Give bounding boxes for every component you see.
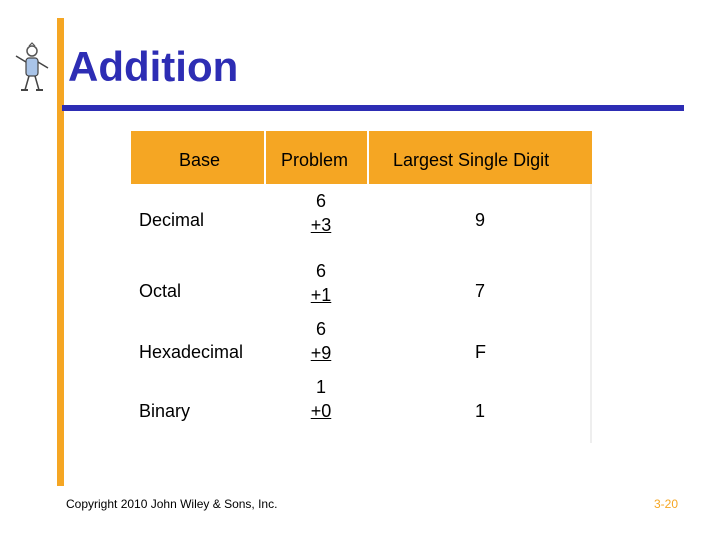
row-problem: 6 +9 [281,317,361,365]
addend-bottom: +0 [310,401,332,421]
addend-bottom: +9 [310,343,332,363]
header-base: Base [179,150,221,170]
column-divider [264,131,266,443]
addend-bottom: +1 [310,285,332,305]
row-largest-digit: F [475,342,486,362]
row-base: Octal [139,281,182,301]
row-base: Decimal [139,210,205,230]
column-divider [367,131,369,443]
cartoon-figure-logo [15,42,49,91]
addend-top: 6 [315,319,326,339]
accent-vertical-bar [57,18,64,486]
row-largest-digit: 7 [475,281,486,301]
table-edge [590,184,592,443]
row-base: Binary [139,401,191,421]
addition-table: Base Problem Largest Single Digit Decima… [131,131,592,443]
slide-title: Addition [68,43,239,90]
title-underline-rule [62,105,684,111]
row-largest-digit: 9 [475,210,486,230]
addend-top: 6 [315,191,326,211]
row-largest-digit: 1 [475,401,486,421]
row-base: Hexadecimal [139,342,244,362]
addend-top: 6 [315,261,326,281]
addend-bottom: +3 [310,215,332,235]
table-header-row: Base Problem Largest Single Digit [131,131,592,184]
row-problem: 1 +0 [281,375,361,423]
header-largest-digit: Largest Single Digit [393,150,550,170]
page-number: 3-20 [653,497,678,511]
addend-top: 1 [315,377,326,397]
row-problem: 6 +3 [281,189,361,237]
copyright-footer: Copyright 2010 John Wiley & Sons, Inc. [66,497,278,511]
header-problem: Problem [281,150,349,170]
row-problem: 6 +1 [281,259,361,307]
